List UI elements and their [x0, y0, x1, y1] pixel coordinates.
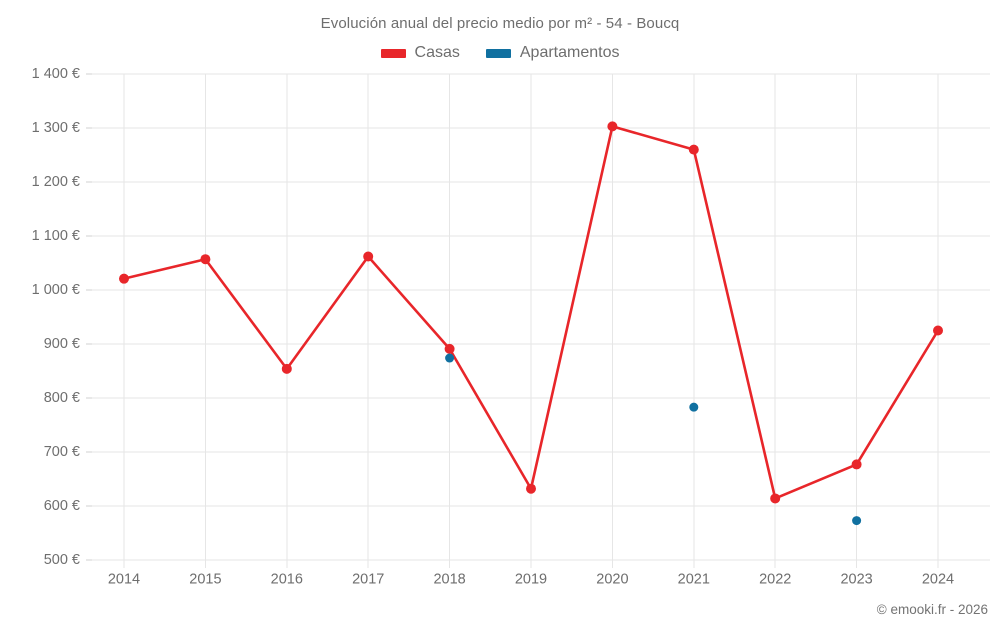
footer-credit: © emooki.fr - 2026 [876, 602, 988, 617]
x-axis-labels: 2014 2015 2016 2017 2018 2019 2020 2021 2022 2023… [108, 572, 954, 588]
data-point-casas-2023[interactable] [851, 459, 862, 470]
data-point-casas-2024[interactable] [933, 325, 943, 336]
x-tick-label: 2019 [515, 572, 547, 588]
y-tick-label: 600 € [44, 498, 80, 514]
data-point-casas-2020[interactable] [607, 121, 618, 132]
data-point-casas-2017[interactable] [363, 251, 374, 262]
x-tick-label: 2014 [108, 572, 140, 588]
x-tick-label: 2021 [678, 572, 710, 588]
y-tick-label: 1 200 € [32, 174, 80, 190]
y-gridlines [86, 73, 990, 561]
y-tick-label: 700 € [44, 444, 80, 460]
data-point-apartamentos-2023[interactable] [852, 516, 862, 526]
data-point-casas-2014[interactable] [119, 273, 129, 284]
legend-item-apartamentos[interactable]: Apartamentos [485, 44, 620, 62]
legend-swatch-apartamentos-icon [485, 48, 511, 58]
x-tick-label: 2017 [352, 572, 384, 588]
y-tick-label: 900 € [44, 336, 80, 352]
data-point-apartamentos-2021[interactable] [689, 402, 699, 412]
legend-swatch-casas-icon [380, 48, 406, 58]
chart-legend: Casas Apartamentos [0, 44, 1000, 62]
y-tick-label: 1 100 € [32, 228, 80, 244]
data-point-casas-2021[interactable] [688, 144, 699, 155]
y-tick-label: 500 € [44, 552, 80, 568]
data-point-casas-2015[interactable] [200, 254, 211, 265]
y-tick-label: 1 000 € [32, 282, 80, 298]
data-point-casas-2018[interactable] [444, 343, 455, 354]
y-tick-label: 800 € [44, 390, 80, 406]
y-tick-label: 1 300 € [32, 120, 80, 136]
data-point-apartamentos-2018[interactable] [445, 353, 455, 363]
chart-title: Evolución anual del precio medio por m² … [320, 15, 680, 32]
legend-label-casas: Casas [414, 44, 460, 61]
series-points [119, 121, 943, 526]
x-gridlines [92, 74, 990, 568]
x-tick-label: 2020 [596, 572, 628, 588]
x-tick-label: 2018 [433, 572, 465, 588]
y-tick-label: 1 400 € [32, 66, 80, 82]
data-point-casas-2016[interactable] [281, 363, 292, 374]
legend-label-apartamentos: Apartamentos [519, 44, 620, 61]
x-tick-label: 2022 [759, 572, 791, 588]
y-axis-labels: 500 € 600 € 700 € 800 € 900 € 1 000 € 1 100 € 1… [32, 66, 80, 568]
x-tick-label: 2015 [189, 572, 221, 588]
data-point-casas-2022[interactable] [770, 493, 781, 504]
legend-item-casas[interactable]: Casas [380, 44, 460, 62]
x-tick-label: 2016 [271, 572, 303, 588]
x-tick-label: 2023 [840, 572, 872, 588]
data-point-casas-2019[interactable] [526, 483, 536, 494]
x-tick-label: 2024 [922, 572, 954, 588]
